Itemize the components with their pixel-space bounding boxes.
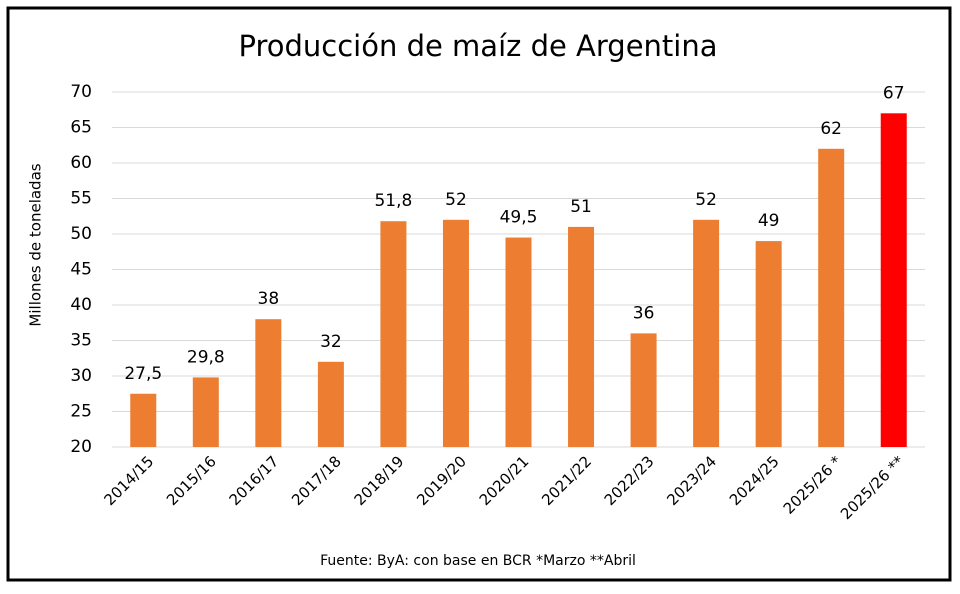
footnote: Fuente: ByA: con base en BCR *Marzo **Ab… bbox=[320, 553, 636, 569]
value-label: 52 bbox=[695, 190, 717, 210]
value-label: 67 bbox=[883, 83, 905, 103]
value-label: 49 bbox=[758, 211, 780, 231]
chart-frame bbox=[6, 6, 952, 582]
y-tick-label: 60 bbox=[70, 153, 92, 173]
y-tick-label: 40 bbox=[70, 295, 92, 315]
value-label: 27,5 bbox=[124, 364, 162, 384]
y-tick-label: 55 bbox=[70, 189, 92, 209]
bar bbox=[693, 219, 720, 447]
value-label: 49,5 bbox=[500, 208, 538, 228]
bar bbox=[880, 113, 907, 448]
y-tick-label: 35 bbox=[70, 331, 92, 351]
value-label: 51 bbox=[570, 197, 592, 217]
y-tick-label: 25 bbox=[70, 402, 92, 422]
value-label: 62 bbox=[820, 119, 842, 139]
value-label: 38 bbox=[258, 289, 280, 309]
y-axis-label: Millones de toneladas bbox=[27, 163, 45, 326]
value-label: 52 bbox=[445, 190, 467, 210]
bar bbox=[568, 226, 595, 447]
bar bbox=[255, 319, 282, 447]
bar bbox=[818, 148, 845, 448]
y-tick-label: 70 bbox=[70, 82, 92, 102]
y-tick-label: 20 bbox=[70, 437, 92, 457]
bar bbox=[505, 237, 532, 447]
chart-title: Producción de maíz de Argentina bbox=[239, 29, 718, 63]
value-label: 29,8 bbox=[187, 347, 225, 367]
y-tick-label: 50 bbox=[70, 224, 92, 244]
value-label: 32 bbox=[320, 332, 342, 352]
value-label: 51,8 bbox=[374, 191, 412, 211]
value-label: 36 bbox=[633, 303, 655, 323]
bar bbox=[380, 221, 407, 447]
y-tick-label: 65 bbox=[70, 118, 92, 138]
bar bbox=[317, 361, 344, 447]
y-tick-label: 30 bbox=[70, 366, 92, 386]
bar bbox=[130, 393, 157, 447]
bar bbox=[442, 219, 469, 447]
bar bbox=[192, 377, 219, 447]
bar bbox=[755, 241, 782, 447]
y-tick-label: 45 bbox=[70, 260, 92, 280]
bar bbox=[630, 333, 657, 447]
